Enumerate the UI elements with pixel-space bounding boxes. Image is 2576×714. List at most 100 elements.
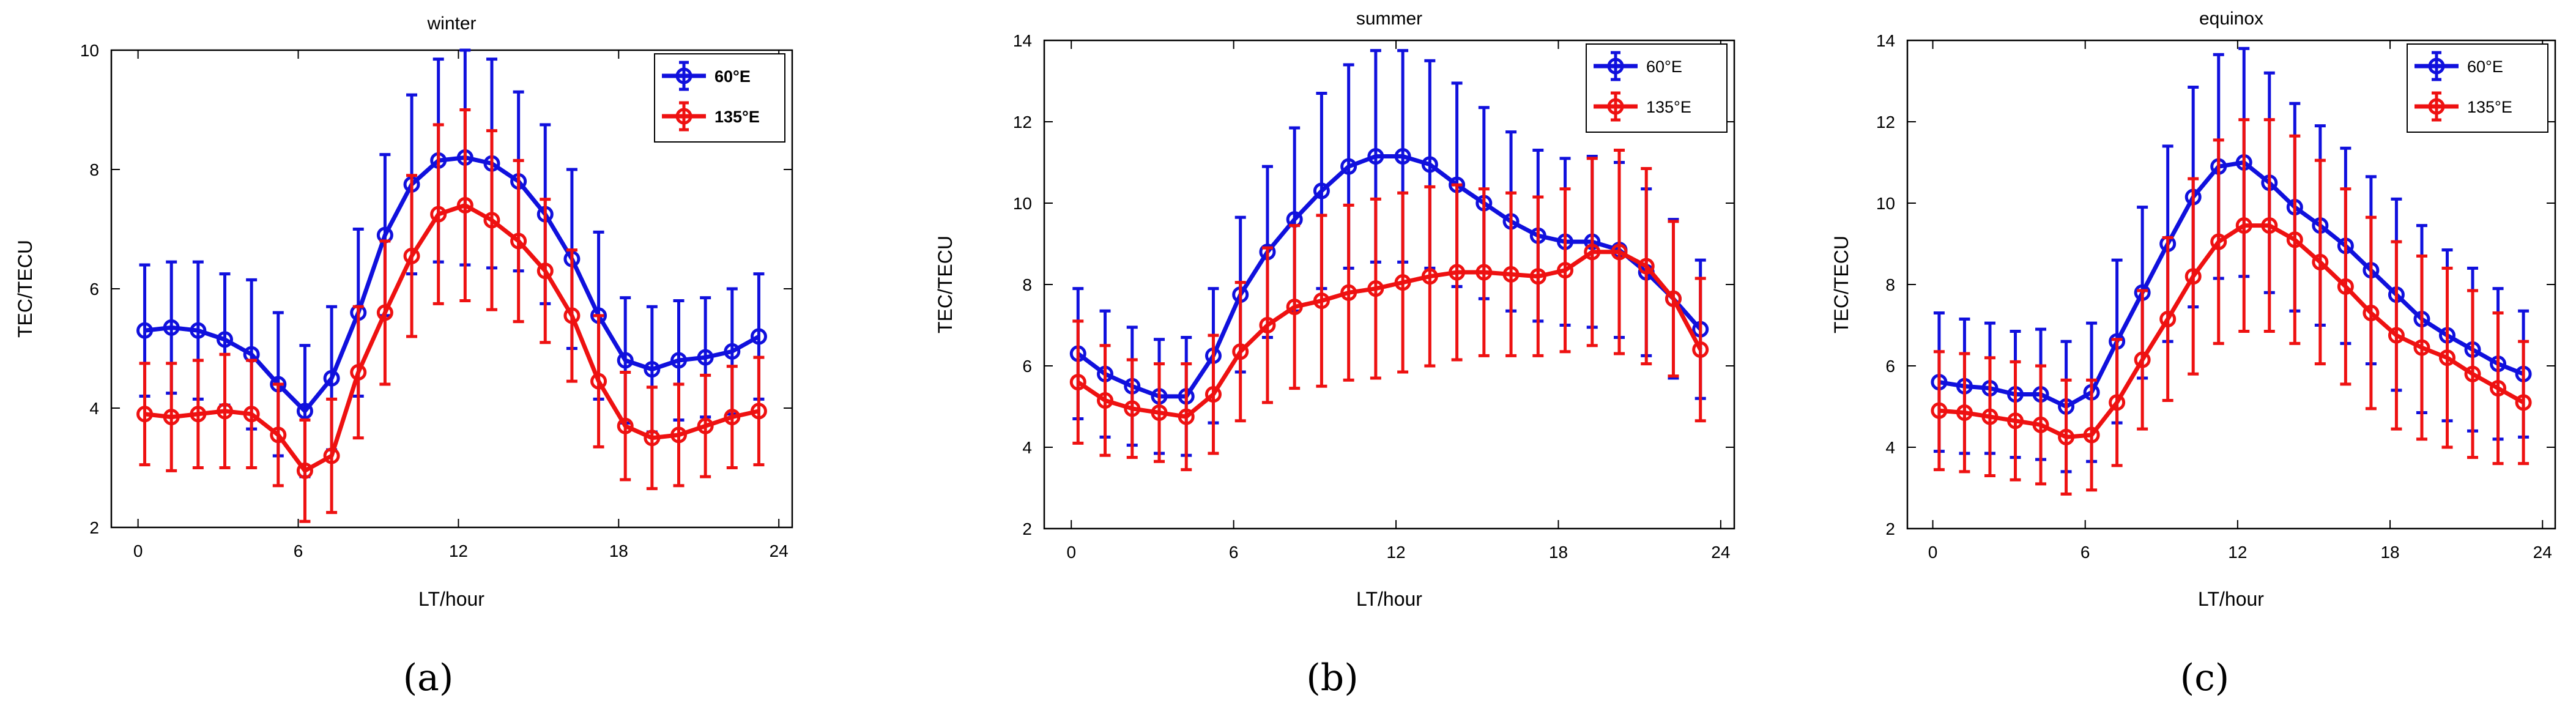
x-tick-label: 24	[770, 541, 789, 560]
data-point	[1692, 341, 1709, 358]
x-axis-label: LT/hour	[1356, 588, 1422, 610]
data-point	[456, 197, 473, 214]
panel-caption: (b)	[1306, 656, 1358, 699]
data-point	[1232, 343, 1249, 360]
data-point	[1931, 402, 1948, 419]
y-tick-label: 6	[1022, 357, 1032, 376]
y-tick-label: 2	[1022, 519, 1032, 538]
y-tick-label: 2	[89, 518, 99, 537]
panel-caption: (c)	[2180, 656, 2229, 699]
data-point	[1421, 156, 1438, 173]
y-tick-label: 12	[1876, 113, 1895, 132]
x-tick-label: 0	[1928, 543, 1938, 562]
x-tick-label: 12	[1386, 543, 1405, 562]
y-tick-label: 4	[1885, 438, 1895, 457]
legend-box	[1586, 43, 1728, 133]
panel-caption: (a)	[403, 656, 454, 699]
data-point	[243, 406, 260, 423]
data-point	[2007, 412, 2024, 430]
data-point	[750, 328, 767, 345]
data-point	[1584, 244, 1601, 261]
data-point	[1557, 262, 1574, 279]
data-point	[2312, 253, 2329, 270]
x-tick-label: 18	[609, 541, 628, 560]
x-tick-label: 24	[1711, 543, 1730, 562]
x-tick-label: 0	[1066, 543, 1076, 562]
data-point	[190, 406, 207, 423]
data-point	[2261, 217, 2278, 234]
data-point	[2159, 311, 2177, 328]
y-tick-label: 10	[1013, 194, 1032, 213]
y-axis-label: TEC/TECU	[1830, 236, 1852, 333]
y-tick-label: 6	[1885, 357, 1895, 376]
chart-title: summer	[1356, 9, 1422, 29]
data-point	[323, 447, 340, 464]
data-point	[2515, 394, 2532, 411]
data-point	[2032, 416, 2049, 433]
legend-box	[2407, 43, 2548, 133]
data-point	[1502, 266, 1520, 283]
data-point	[376, 304, 393, 321]
y-tick-label: 8	[89, 160, 99, 179]
data-point	[724, 343, 741, 360]
legend-label: 60°E	[715, 67, 751, 86]
data-point	[350, 364, 367, 381]
legend-label: 135°E	[715, 108, 760, 126]
y-axis-label: TEC/TECU	[14, 240, 36, 338]
legend: 60°E 135°E	[1586, 43, 1728, 133]
data-point	[510, 232, 527, 250]
data-point	[1611, 244, 1628, 261]
data-point	[430, 206, 447, 223]
data-point	[1069, 374, 1086, 391]
y-tick-label: 10	[80, 41, 99, 60]
data-point	[670, 352, 687, 369]
data-point	[1124, 400, 1141, 417]
data-point	[2363, 305, 2380, 322]
data-point	[2286, 231, 2303, 248]
y-tick-label: 14	[1013, 31, 1032, 50]
x-tick-label: 12	[449, 541, 468, 560]
legend-label: 135°E	[1646, 98, 1691, 116]
data-point	[697, 417, 714, 434]
series-135E	[136, 108, 767, 523]
y-tick-label: 4	[1022, 438, 1032, 457]
x-tick-label: 6	[1229, 543, 1239, 562]
data-point	[724, 409, 741, 426]
data-point	[270, 426, 287, 444]
data-point	[323, 370, 340, 387]
data-point	[2184, 268, 2202, 285]
data-point	[1178, 408, 1195, 425]
data-point	[1340, 284, 1357, 301]
data-point	[1394, 148, 1411, 165]
y-tick-label: 12	[1013, 113, 1032, 132]
y-tick-label: 4	[89, 399, 99, 418]
data-point	[644, 361, 661, 378]
data-point	[1665, 290, 1682, 307]
legend-marker	[675, 108, 692, 125]
legend-marker	[2428, 98, 2445, 115]
data-point	[2235, 217, 2252, 234]
data-point	[217, 403, 233, 420]
data-point	[2134, 351, 2151, 368]
series-135E	[1069, 149, 1709, 472]
y-tick-label: 6	[89, 280, 99, 299]
series-line	[144, 203, 760, 473]
data-point	[2388, 327, 2405, 344]
data-point	[1638, 258, 1655, 275]
legend: 60°E 135°E	[2407, 43, 2548, 133]
legend-marker	[2428, 58, 2445, 75]
x-tick-label: 6	[2080, 543, 2090, 562]
data-point	[1286, 299, 1303, 316]
legend-label: 60°E	[1646, 58, 1682, 76]
x-tick-label: 18	[1549, 543, 1568, 562]
data-point	[2058, 428, 2075, 445]
data-point	[750, 403, 767, 420]
data-point	[2337, 278, 2354, 295]
data-point	[2464, 365, 2481, 382]
x-tick-label: 18	[2380, 543, 2399, 562]
data-point	[563, 307, 581, 324]
data-point	[296, 403, 313, 420]
